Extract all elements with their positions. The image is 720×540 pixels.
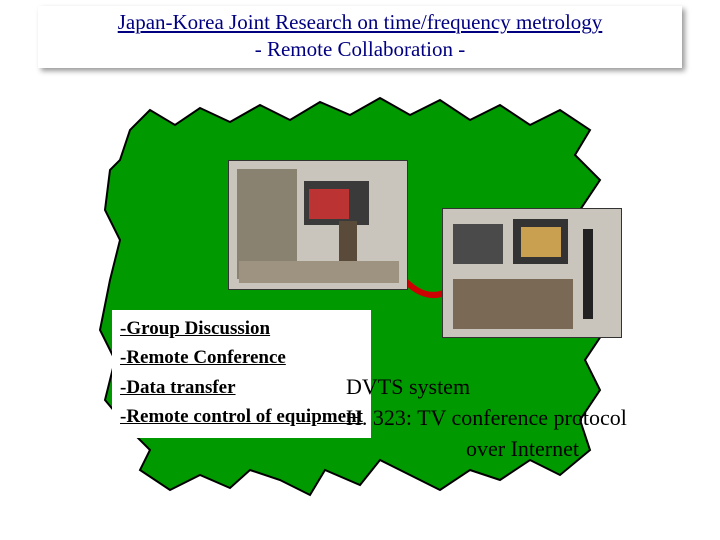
note-internet: over Internet bbox=[346, 434, 716, 465]
bullet-data-transfer: -Data transfer bbox=[120, 373, 363, 402]
note-h323: H. 323: TV conference protocol bbox=[346, 403, 716, 434]
bullet-group-discussion: -Group Discussion bbox=[120, 314, 363, 343]
photo-equipment-lab bbox=[442, 208, 622, 338]
note-dvts: DVTS system bbox=[346, 372, 716, 403]
header-subtitle: - Remote Collaboration - bbox=[38, 37, 682, 62]
bullet-remote-control: -Remote control of equipment bbox=[120, 402, 363, 431]
bullet-remote-conference: -Remote Conference bbox=[120, 343, 363, 372]
notes-block: DVTS system H. 323: TV conference protoc… bbox=[346, 372, 716, 464]
photo-conference-room bbox=[228, 160, 408, 290]
header-box: Japan-Korea Joint Research on time/frequ… bbox=[38, 6, 682, 68]
header-title: Japan-Korea Joint Research on time/frequ… bbox=[38, 10, 682, 35]
bullet-list: -Group Discussion -Remote Conference -Da… bbox=[112, 310, 371, 438]
